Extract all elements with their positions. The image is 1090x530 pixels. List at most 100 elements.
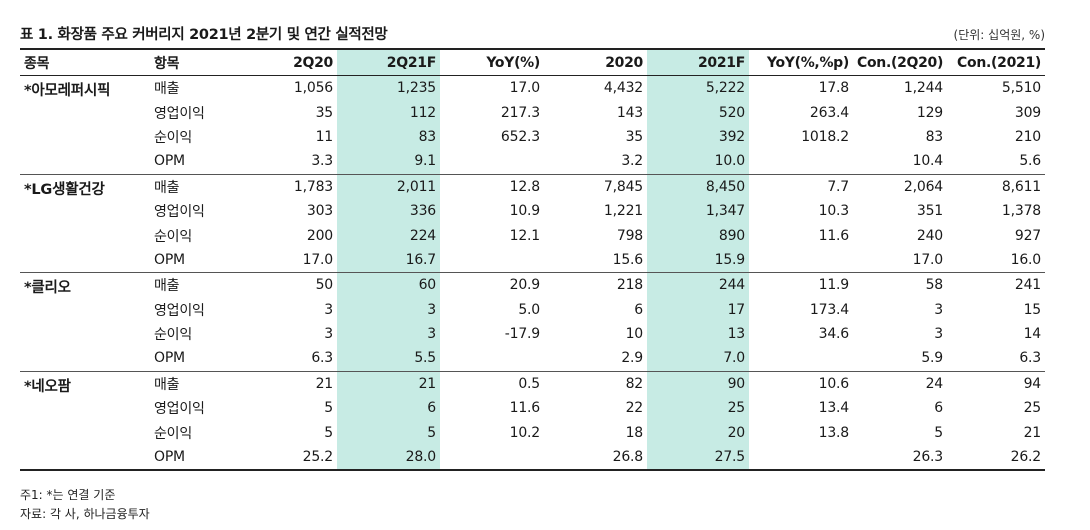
metric-label: 순이익 [154,129,193,146]
table-row: 영업이익 35 112 217.3 143 520 263.4 129 309 [20,100,1045,125]
footnotes: 주1: *는 연결 기준 자료: 각 사, 하나금융투자 [20,486,150,524]
table-row: 영업이익 303 336 10.9 1,221 1,347 10.3 351 1,378 [20,198,1045,224]
cell-2020: 1,221 [603,203,643,220]
cell-2q21f: 3 [337,297,440,322]
cell-2q20: 303 [306,203,333,220]
cell-2020: 15.6 [544,247,647,274]
cell-2q21f: 6 [337,396,440,421]
header-yoy-annual: YoY(%,%p) [749,48,853,76]
cell-consensus-2021: 16.0 [947,247,1045,274]
cell-2020: 26.8 [544,444,647,472]
cell-consensus-2021: 5,510 [1001,80,1041,97]
cell-consensus-2021: 21 [1023,424,1042,441]
cell-consensus-2q20: 2,064 [903,178,943,195]
table-row: *네오팜 매출 21 21 0.5 82 90 10.6 24 94 [20,371,1045,472]
table-row: *아모레퍼시픽 매출 1,056 1,235 17.0 4,432 5,222 17.8 1,2… [20,75,1045,175]
metric-label: 영업이익 [154,401,205,418]
cell-yoy-annual: 11.6 [818,227,850,244]
cell-2020: 22 [625,400,644,417]
cell-consensus-2q20: 83 [925,128,944,145]
cell-consensus-2q20: 10.4 [853,149,947,175]
table-row: 순이익 5 5 10.2 18 20 13.8 5 21 [20,420,1045,445]
table-row: OPM 25.2 28.0 26.8 27.5 26.3 26.2 [20,444,1045,472]
metric-label: 영업이익 [154,302,205,319]
cell-2q21f: 60 [337,272,440,298]
cell-2q20: 50 [315,277,334,294]
cell-yoy-quarter: 5.0 [518,301,540,318]
cell-2q20: 5 [324,424,333,441]
cell-consensus-2021: 25 [1023,400,1042,417]
table-row: *클리오 매출 50 60 20.9 218 244 11.9 58 241 [20,272,1045,372]
table-body: *아모레퍼시픽 매출 1,056 1,235 17.0 4,432 5,222 17.8 1,2… [20,75,1045,472]
header-company: 종목 [20,48,150,76]
cell-2q20: 5 [324,400,333,417]
header-item: 항목 [150,48,233,76]
metric-label: OPM [150,247,233,274]
cell-yoy-quarter: 12.8 [509,178,541,195]
cell-consensus-2q20: 58 [925,277,944,294]
table-row: OPM 17.0 16.7 15.6 15.9 17.0 16.0 [20,247,1045,274]
cell-consensus-2021: 8,611 [1001,178,1041,195]
cell-2q20: 25.2 [233,444,337,472]
cell-2021f: 20 [647,420,749,445]
header-consensus-2021: Con.(2021) [947,48,1045,76]
cell-2q20: 17.0 [233,247,337,274]
cell-2020: 6 [634,301,643,318]
cell-consensus-2021: 94 [1023,375,1042,392]
table-row: 순이익 11 83 652.3 35 392 1018.2 83 210 [20,124,1045,150]
cell-2021f: 13 [647,321,749,347]
cell-yoy-quarter [440,247,544,274]
cell-2021f: 27.5 [647,444,749,472]
cell-yoy-quarter: 10.9 [509,203,541,220]
cell-yoy-quarter: 17.0 [509,80,541,97]
metric-label: 영업이익 [154,204,205,221]
cell-2021f: 90 [647,371,749,397]
metric-label: 매출 [154,278,180,295]
metric-label: OPM [150,346,233,372]
cell-consensus-2q20: 6 [934,400,943,417]
metric-label: OPM [150,444,233,472]
cell-2q21f: 224 [337,223,440,248]
cell-yoy-annual [749,346,853,372]
cell-consensus-2q20: 3 [934,301,943,318]
company-name: *클리오 [20,272,150,372]
cell-2021f: 1,347 [647,198,749,224]
cell-2021f: 5,222 [647,75,749,101]
metric-label: 매출 [154,81,180,98]
cell-consensus-2q20: 5 [934,424,943,441]
cell-yoy-quarter: 0.5 [518,375,540,392]
cell-yoy-quarter: 217.3 [500,104,540,121]
cell-2q20: 1,783 [293,178,333,195]
cell-2q20: 200 [306,227,333,244]
cell-2q20: 1,056 [293,80,333,97]
cell-yoy-annual [749,444,853,472]
cell-2q21f: 1,235 [337,75,440,101]
cell-consensus-2q20: 5.9 [853,346,947,372]
cell-2020: 18 [625,424,644,441]
cell-2q21f: 28.0 [337,444,440,472]
cell-yoy-annual: 13.8 [818,424,850,441]
table-row: OPM 6.3 5.5 2.9 7.0 5.9 6.3 [20,346,1045,372]
cell-consensus-2021: 927 [1014,227,1041,244]
cell-yoy-annual: 34.6 [818,326,850,343]
cell-consensus-2021: 210 [1014,128,1041,145]
cell-yoy-quarter: 10.2 [509,424,541,441]
table-row: 순이익 200 224 12.1 798 890 11.6 240 927 [20,223,1045,248]
company-name: *아모레퍼시픽 [20,75,150,175]
cell-yoy-quarter [440,149,544,175]
cell-consensus-2q20: 351 [916,203,943,220]
cell-2020: 798 [616,227,643,244]
cell-yoy-annual: 263.4 [809,104,849,121]
header-yoy-quarter: YoY(%) [440,48,544,76]
cell-2020: 218 [616,277,643,294]
table-row: 영업이익 5 6 11.6 22 25 13.4 6 25 [20,396,1045,421]
cell-2021f: 244 [647,272,749,298]
company-name: *LG생활건강 [20,174,150,274]
company-name: *네오팜 [20,371,150,472]
metric-label: 매출 [154,376,180,393]
table-row: OPM 3.3 9.1 3.2 10.0 10.4 5.6 [20,149,1045,175]
cell-yoy-quarter: -17.9 [504,326,540,343]
cell-2021f: 17 [647,297,749,322]
cell-consensus-2021: 6.3 [947,346,1045,372]
cell-2q21f: 3 [337,321,440,347]
